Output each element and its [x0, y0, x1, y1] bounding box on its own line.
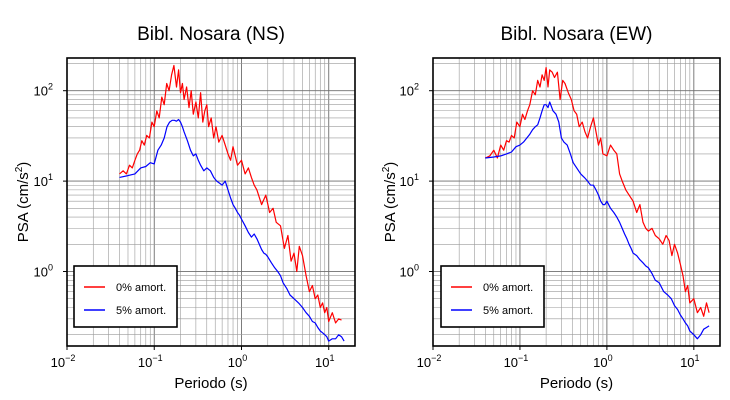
- legend-label-2: 5% amort.: [483, 305, 533, 317]
- x-tick-base: 10: [315, 355, 329, 370]
- y-tick-exponent: 2: [414, 82, 419, 92]
- legend-box: [73, 265, 178, 328]
- y-tick-exponent: 0: [48, 263, 53, 273]
- chart-title: Bibl. Nosara (NS): [137, 24, 285, 45]
- y-tick-label: 101: [34, 172, 53, 189]
- y-axis-label-superscript: 2: [381, 166, 392, 172]
- x-tick-exponent: 0: [242, 353, 247, 363]
- y-tick-base: 10: [34, 84, 48, 99]
- x-tick-base: 10: [680, 355, 694, 370]
- legend: 0% amort. 5% amort.: [440, 265, 545, 328]
- x-tick-label: 101: [315, 353, 334, 370]
- x-tick-exponent: −1: [152, 353, 162, 363]
- y-tick-label: 102: [34, 82, 53, 99]
- x-tick-base: 10: [593, 355, 607, 370]
- x-axis-label: Periodo (s): [174, 375, 247, 392]
- y-tick-base: 10: [400, 174, 414, 189]
- y-tick-label: 100: [400, 263, 419, 280]
- legend-label-1: 0% amort.: [116, 282, 166, 294]
- x-tick-base: 10: [138, 355, 152, 370]
- plot-frame: [432, 57, 721, 347]
- series-line-2: [485, 101, 710, 340]
- y-axis-label: PSA (cm/s2): [381, 162, 399, 243]
- y-tick-base: 10: [400, 265, 414, 280]
- y-tick-exponent: 2: [48, 82, 53, 92]
- x-tick-label: 101: [680, 353, 699, 370]
- x-axis-label: Periodo (s): [540, 375, 613, 392]
- y-axis-label-main: PSA (cm/s: [382, 172, 399, 242]
- x-tick-label: 10−1: [504, 353, 529, 370]
- y-tick-exponent: 1: [414, 172, 419, 182]
- y-tick-base: 10: [400, 84, 414, 99]
- x-tick-label: 10−2: [51, 353, 76, 370]
- x-tick-exponent: 0: [608, 353, 613, 363]
- x-tick-base: 10: [417, 355, 431, 370]
- y-axis-label-superscript: 2: [14, 166, 25, 172]
- x-tick-exponent: 1: [695, 353, 700, 363]
- x-tick-exponent: −2: [65, 353, 75, 363]
- x-tick-exponent: −2: [431, 353, 441, 363]
- y-axis-label: PSA (cm/s2): [14, 162, 32, 243]
- y-tick-exponent: 1: [48, 172, 53, 182]
- series-line-1: [119, 64, 342, 324]
- y-axis-label-main: PSA (cm/s: [15, 172, 32, 242]
- series-line-1: [485, 66, 710, 317]
- chart-title: Bibl. Nosara (EW): [500, 24, 652, 45]
- y-tick-label: 100: [34, 263, 53, 280]
- y-tick-label: 102: [400, 82, 419, 99]
- x-tick-label: 100: [228, 353, 247, 370]
- legend: 0% amort. 5% amort.: [73, 265, 178, 328]
- y-tick-label: 101: [400, 172, 419, 189]
- legend-label-2: 5% amort.: [116, 305, 166, 317]
- legend-box: [440, 265, 545, 328]
- legend-label-1: 0% amort.: [483, 282, 533, 294]
- y-axis-label-close: ): [15, 162, 32, 167]
- x-tick-base: 10: [504, 355, 518, 370]
- y-tick-base: 10: [34, 174, 48, 189]
- plot-frame: [66, 57, 356, 347]
- x-tick-label: 10−2: [417, 353, 442, 370]
- y-tick-base: 10: [34, 265, 48, 280]
- x-tick-label: 100: [593, 353, 612, 370]
- x-tick-base: 10: [228, 355, 242, 370]
- series-line-2: [119, 118, 345, 342]
- x-tick-label: 10−1: [138, 353, 163, 370]
- x-tick-base: 10: [51, 355, 65, 370]
- y-axis-label-close: ): [382, 162, 399, 167]
- x-tick-exponent: −1: [518, 353, 528, 363]
- y-tick-exponent: 0: [414, 263, 419, 273]
- x-tick-exponent: 1: [329, 353, 334, 363]
